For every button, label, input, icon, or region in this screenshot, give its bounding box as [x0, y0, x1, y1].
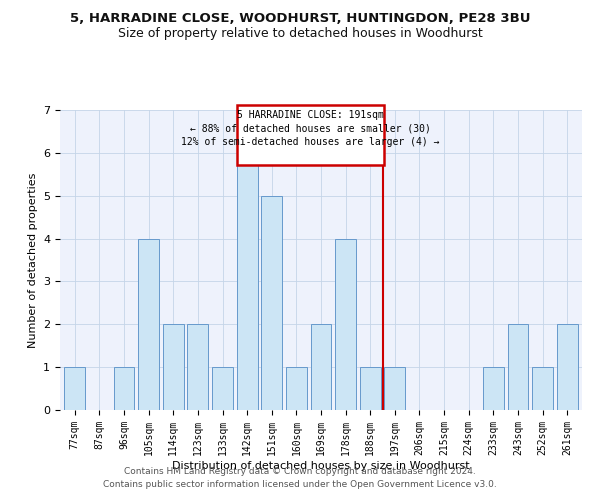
Bar — [286, 367, 307, 410]
X-axis label: Distribution of detached houses by size in Woodhurst: Distribution of detached houses by size … — [172, 460, 470, 470]
Bar — [113, 367, 134, 410]
Bar — [385, 367, 406, 410]
Text: Size of property relative to detached houses in Woodhurst: Size of property relative to detached ho… — [118, 28, 482, 40]
Bar — [360, 367, 381, 410]
Bar — [138, 238, 159, 410]
Bar — [212, 367, 233, 410]
Bar — [237, 105, 384, 165]
Bar — [163, 324, 184, 410]
Bar — [311, 324, 331, 410]
Bar — [64, 367, 85, 410]
Text: 5 HARRADINE CLOSE: 191sqm: 5 HARRADINE CLOSE: 191sqm — [237, 110, 384, 120]
Bar — [236, 153, 257, 410]
Bar — [557, 324, 578, 410]
Bar — [532, 367, 553, 410]
Bar — [335, 238, 356, 410]
Text: Contains HM Land Registry data © Crown copyright and database right 2024.: Contains HM Land Registry data © Crown c… — [124, 467, 476, 476]
Bar — [508, 324, 529, 410]
Text: Contains public sector information licensed under the Open Government Licence v3: Contains public sector information licen… — [103, 480, 497, 489]
Bar — [261, 196, 282, 410]
Y-axis label: Number of detached properties: Number of detached properties — [28, 172, 38, 348]
Text: 5, HARRADINE CLOSE, WOODHURST, HUNTINGDON, PE28 3BU: 5, HARRADINE CLOSE, WOODHURST, HUNTINGDO… — [70, 12, 530, 26]
Text: ← 88% of detached houses are smaller (30): ← 88% of detached houses are smaller (30… — [190, 124, 431, 134]
Text: 12% of semi-detached houses are larger (4) →: 12% of semi-detached houses are larger (… — [181, 136, 440, 146]
Bar — [483, 367, 504, 410]
Bar — [187, 324, 208, 410]
